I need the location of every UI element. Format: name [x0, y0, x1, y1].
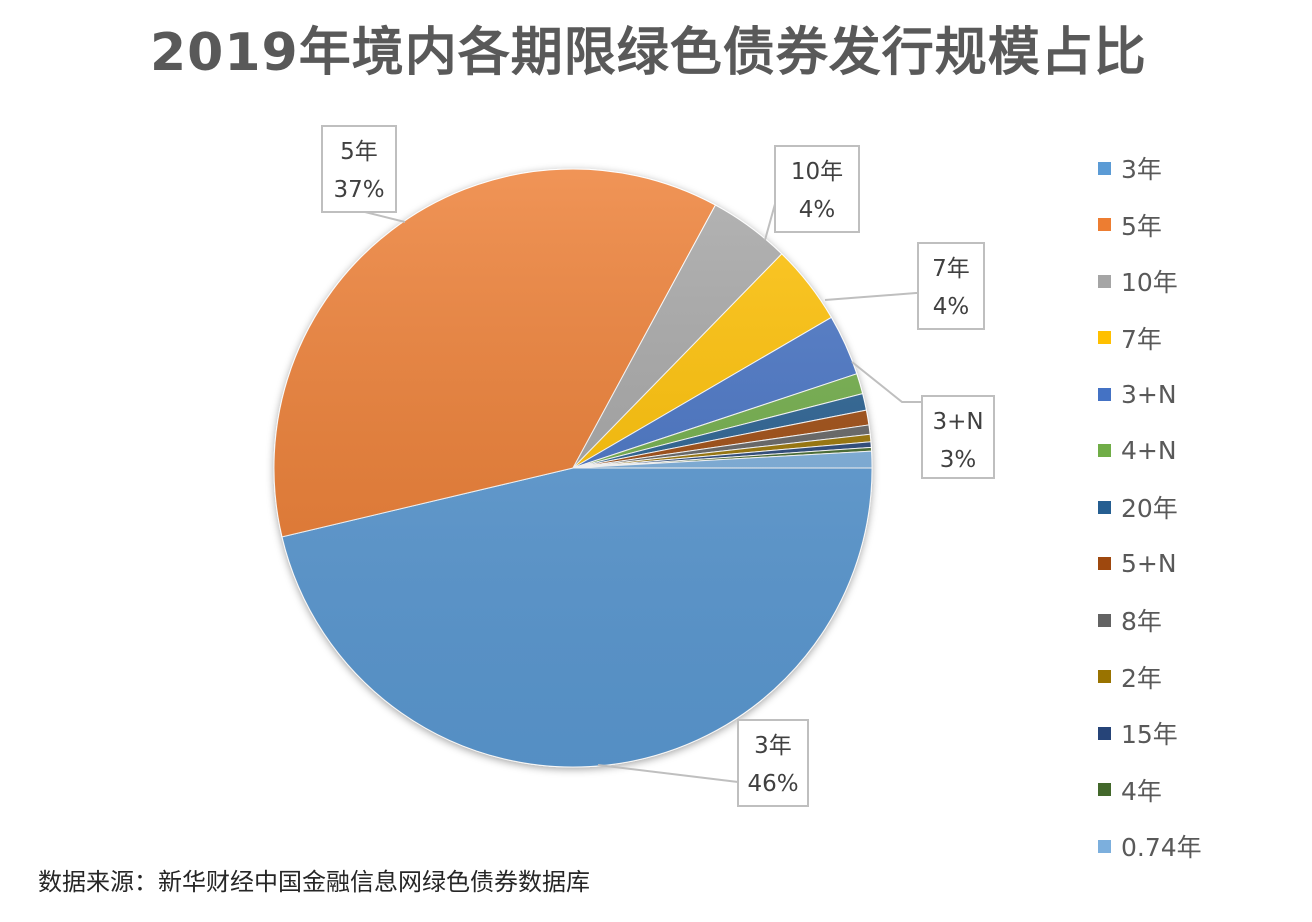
legend-label: 3年 — [1121, 155, 1162, 185]
legend-label: 7年 — [1121, 324, 1162, 354]
legend-item: 4+N — [1098, 423, 1202, 480]
legend-item: 5年 — [1098, 197, 1202, 254]
legend-swatch — [1098, 839, 1111, 853]
data-label-percent: 37% — [333, 177, 384, 203]
data-label-percent: 4% — [799, 197, 836, 223]
legend-swatch — [1098, 557, 1111, 571]
legend-item: 4年 — [1098, 762, 1202, 819]
legend-label: 0.74年 — [1121, 833, 1202, 863]
legend-item: 10年 — [1098, 253, 1202, 310]
legend-swatch — [1098, 387, 1111, 401]
data-label-percent: 3% — [940, 447, 977, 473]
legend-label: 4年 — [1121, 776, 1162, 806]
legend-item: 20年 — [1098, 479, 1202, 536]
legend-item: 15年 — [1098, 705, 1202, 762]
legend-swatch — [1098, 274, 1111, 288]
legend-swatch — [1098, 218, 1111, 232]
legend-item: 3+N — [1098, 366, 1202, 423]
chart-title: 2019年境内各期限绿色债券发行规模占比 — [150, 23, 1147, 83]
legend-label: 10年 — [1121, 268, 1178, 298]
legend-label: 5+N — [1121, 549, 1177, 579]
legend-item: 7年 — [1098, 310, 1202, 367]
data-label-7年: 7年4% — [824, 242, 985, 330]
legend-item: 5+N — [1098, 536, 1202, 593]
legend-swatch — [1098, 613, 1111, 627]
legend-label: 20年 — [1121, 494, 1178, 524]
legend-swatch — [1098, 331, 1111, 345]
leader-line — [597, 764, 739, 783]
data-label-box — [737, 719, 809, 807]
legend-label: 2年 — [1121, 663, 1162, 693]
source-note: 数据来源：新华财经中国金融信息网绿色债券数据库 — [38, 868, 590, 896]
data-label-box — [917, 242, 985, 330]
legend-swatch — [1098, 783, 1111, 797]
data-label-category: 5年 — [340, 139, 378, 165]
legend-swatch — [1098, 161, 1111, 175]
legend-item: 2年 — [1098, 649, 1202, 706]
legend-swatch — [1098, 726, 1111, 740]
leader-line — [851, 361, 922, 403]
legend-item: 0.74年 — [1098, 818, 1202, 875]
legend-swatch — [1098, 500, 1111, 514]
legend-label: 4+N — [1121, 436, 1177, 466]
leader-line — [364, 211, 406, 223]
data-label-percent: 46% — [747, 771, 798, 797]
data-label-category: 3+N — [932, 409, 983, 435]
legend-swatch — [1098, 670, 1111, 684]
data-label-box — [921, 395, 995, 479]
data-label-category: 10年 — [791, 159, 843, 185]
legend-item: 8年 — [1098, 592, 1202, 649]
data-label-category: 7年 — [932, 256, 970, 282]
data-label-percent: 4% — [933, 294, 970, 320]
legend-label: 8年 — [1121, 607, 1162, 637]
chart-legend: 3年 5年 10年 7年 3+N 4+N 20年 5+N 8年 2年 15年 4年 0.74年 — [1098, 140, 1202, 875]
data-label-category: 3年 — [754, 733, 792, 759]
legend-label: 15年 — [1121, 720, 1178, 750]
legend-swatch — [1098, 444, 1111, 458]
legend-label: 5年 — [1121, 211, 1162, 241]
legend-item: 3年 — [1098, 140, 1202, 197]
data-label-3+N: 3+N3% — [851, 361, 995, 479]
data-label-box — [321, 125, 397, 213]
data-label-box — [774, 145, 860, 233]
leader-line — [824, 292, 918, 301]
legend-label: 3+N — [1121, 379, 1177, 409]
leader-line — [764, 203, 776, 241]
